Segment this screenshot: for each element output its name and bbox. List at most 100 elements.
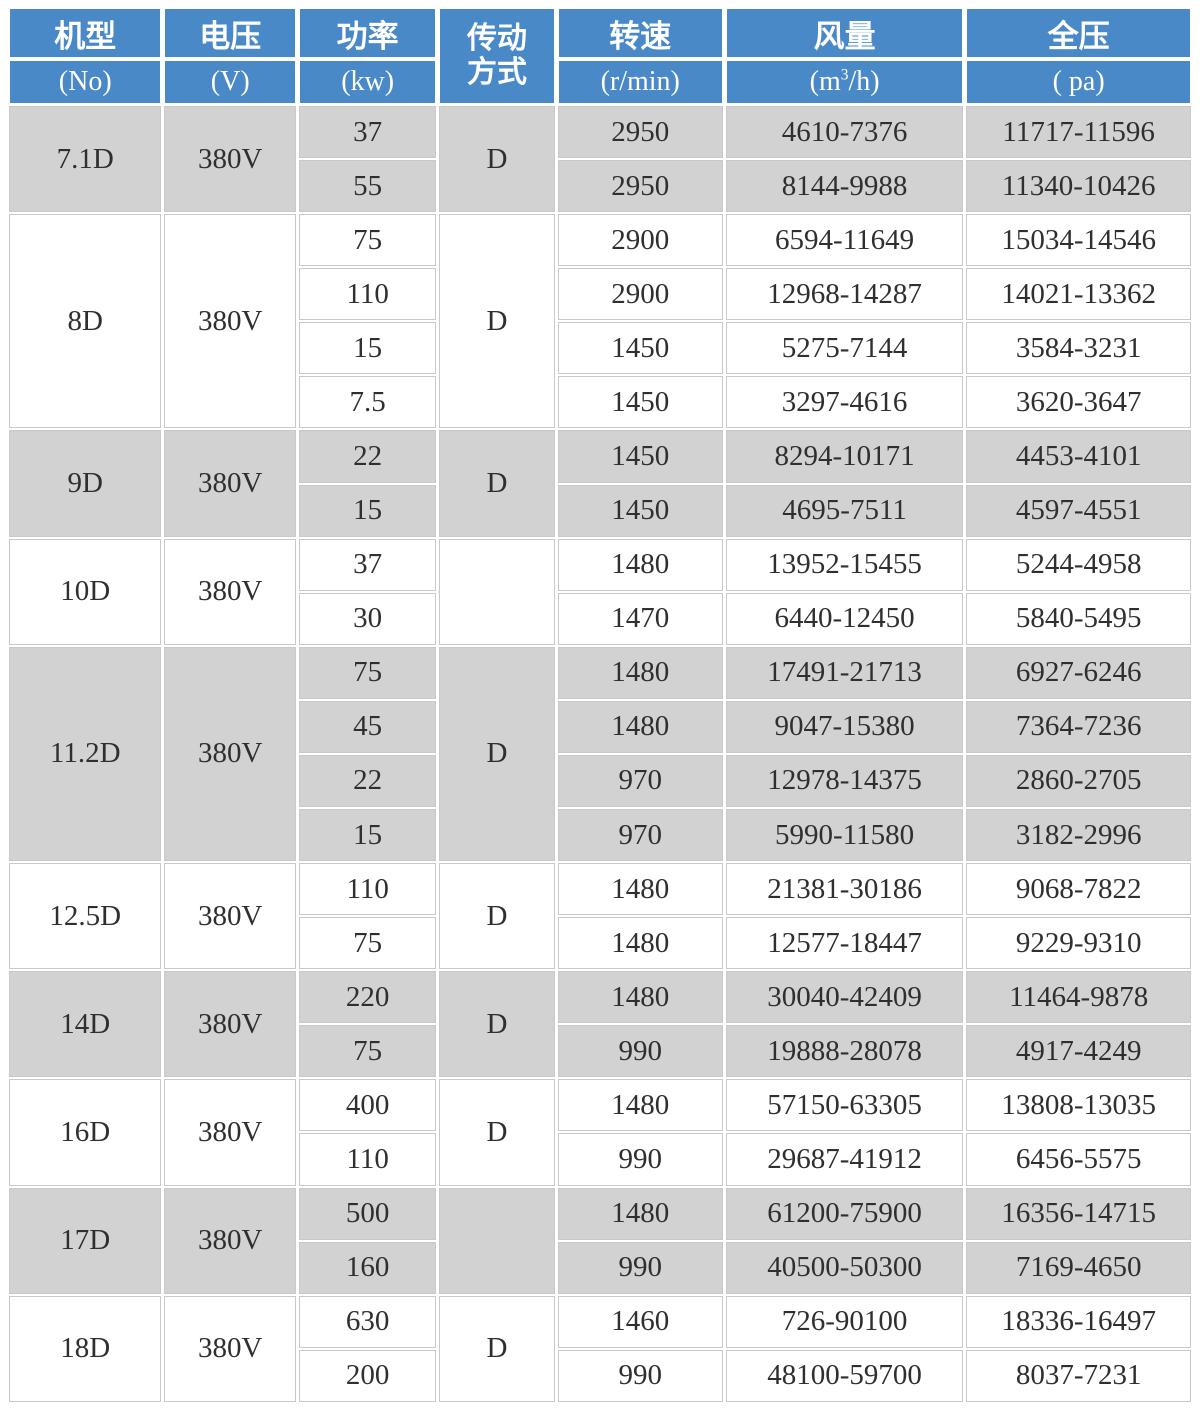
voltage-cell: 380V — [164, 538, 296, 645]
model-cell: 8D — [9, 214, 162, 429]
pressure-cell: 4597-4551 — [966, 484, 1191, 537]
header-speed-title: 转速 — [557, 8, 723, 58]
header-airflow-unit: (m3/h) — [725, 60, 964, 104]
airflow-cell: 40500-50300 — [725, 1241, 964, 1294]
header-power-unit: (kw) — [299, 60, 437, 104]
power-cell: 220 — [299, 971, 437, 1024]
header-title-row: 机型 电压 功率 传动 方式 转速 风量 全压 — [9, 8, 1191, 104]
speed-cell: 1450 — [557, 322, 723, 375]
speed-cell: 1450 — [557, 484, 723, 537]
header-unit-row: (No) (V) (kw) (r/min) (m3/h) ( pa) — [9, 60, 1191, 104]
airflow-cell: 12577-18447 — [725, 917, 964, 970]
pressure-cell: 2860-2705 — [966, 754, 1191, 808]
speed-cell: 1470 — [557, 592, 723, 645]
airflow-cell: 6440-12450 — [725, 592, 964, 645]
power-cell: 30 — [299, 592, 437, 645]
table-row: 45 1480 9047-15380 7364-7236 — [9, 700, 1191, 753]
speed-cell: 2950 — [557, 106, 723, 159]
airflow-cell: 8144-9988 — [725, 160, 964, 213]
pressure-cell: 11340-10426 — [966, 160, 1191, 213]
transmission-cell: D — [439, 1295, 555, 1402]
pressure-cell: 3620-3647 — [966, 376, 1191, 429]
transmission-cell — [439, 538, 555, 645]
power-cell: 630 — [299, 1295, 437, 1348]
transmission-cell: D — [439, 1079, 555, 1186]
table-row: 11.2D 380V 75 D 1480 17491-21713 6927-6246 — [9, 646, 1191, 862]
fan-spec-table: 机型 电压 功率 传动 方式 转速 风量 全压 (No) (V) (kw) (r… — [6, 6, 1194, 1404]
pressure-cell: 4917-4249 — [966, 1025, 1191, 1078]
airflow-cell: 8294-10171 — [725, 430, 964, 483]
power-cell: 75 — [299, 214, 437, 267]
power-cell: 75 — [299, 646, 437, 699]
airflow-cell: 4610-7376 — [725, 106, 964, 159]
power-cell: 45 — [299, 700, 437, 753]
airflow-cell: 12968-14287 — [725, 268, 964, 321]
voltage-cell: 380V — [164, 106, 296, 213]
model-cell: 7.1D — [9, 106, 162, 213]
table-row: 7.5 1450 3297-4616 3620-3647 — [9, 376, 1191, 429]
pressure-cell: 6927-6246 — [966, 646, 1191, 699]
airflow-unit-superscript: 3 — [840, 66, 849, 84]
voltage-cell: 380V — [164, 971, 296, 1078]
airflow-cell: 17491-21713 — [725, 646, 964, 699]
voltage-cell: 380V — [164, 1295, 296, 1402]
table-row: 10D 380V 37 1480 13952-15455 5244-4958 — [9, 538, 1191, 645]
pressure-cell: 6456-5575 — [966, 1133, 1191, 1186]
power-cell: 200 — [299, 1349, 437, 1402]
voltage-cell: 380V — [164, 1079, 296, 1186]
header-voltage-unit: (V) — [164, 60, 296, 104]
speed-cell: 1480 — [557, 971, 723, 1024]
power-cell: 37 — [299, 538, 437, 591]
pressure-cell: 5840-5495 — [966, 592, 1191, 645]
speed-cell: 990 — [557, 1349, 723, 1402]
table-header: 机型 电压 功率 传动 方式 转速 风量 全压 (No) (V) (kw) (r… — [9, 8, 1191, 104]
table-body: 7.1D 380V 37 D 2950 4610-7376 11717-11596 55 295… — [9, 106, 1191, 1402]
pressure-cell: 11464-9878 — [966, 971, 1191, 1024]
table-row: 75 1480 12577-18447 9229-9310 — [9, 917, 1191, 970]
model-cell: 18D — [9, 1295, 162, 1402]
table-row: 200 990 48100-59700 8037-7231 — [9, 1349, 1191, 1402]
table-row: 8D 380V 75 D 2900 6594-11649 15034-14546 — [9, 214, 1191, 429]
header-transmission-line1: 传动 — [466, 21, 527, 55]
table-row: 7.1D 380V 37 D 2950 4610-7376 11717-11596 — [9, 106, 1191, 213]
speed-cell: 1480 — [557, 646, 723, 699]
model-cell: 12.5D — [9, 863, 162, 970]
table-row: 110 990 29687-41912 6456-5575 — [9, 1133, 1191, 1186]
pressure-cell: 7169-4650 — [966, 1241, 1191, 1294]
voltage-cell: 380V — [164, 646, 296, 862]
speed-cell: 1480 — [557, 538, 723, 591]
table-row: 18D 380V 630 D 1460 726-90100 18336-16497 — [9, 1295, 1191, 1402]
model-cell: 17D — [9, 1187, 162, 1294]
airflow-unit-prefix: (m — [809, 66, 841, 97]
pressure-cell: 3182-2996 — [966, 809, 1191, 862]
table-row: 15 970 5990-11580 3182-2996 — [9, 809, 1191, 862]
table-row: 30 1470 6440-12450 5840-5495 — [9, 592, 1191, 645]
airflow-cell: 29687-41912 — [725, 1133, 964, 1186]
voltage-cell: 380V — [164, 430, 296, 537]
airflow-cell: 13952-15455 — [725, 538, 964, 591]
speed-cell: 990 — [557, 1241, 723, 1294]
speed-cell: 990 — [557, 1025, 723, 1078]
speed-cell: 2900 — [557, 268, 723, 321]
pressure-cell: 3584-3231 — [966, 322, 1191, 375]
header-power-title: 功率 — [299, 8, 437, 58]
pressure-cell: 18336-16497 — [966, 1295, 1191, 1348]
speed-cell: 1480 — [557, 1079, 723, 1132]
airflow-cell: 12978-14375 — [725, 754, 964, 808]
transmission-cell: D — [439, 863, 555, 970]
model-cell: 14D — [9, 971, 162, 1078]
power-cell: 110 — [299, 863, 437, 916]
airflow-cell: 21381-30186 — [725, 863, 964, 916]
table-row: 110 2900 12968-14287 14021-13362 — [9, 268, 1191, 321]
table-row: 75 990 19888-28078 4917-4249 — [9, 1025, 1191, 1078]
power-cell: 22 — [299, 754, 437, 808]
transmission-cell: D — [439, 106, 555, 213]
table-row: 12.5D 380V 110 D 1480 21381-30186 9068-7822 — [9, 863, 1191, 970]
pressure-cell: 4453-4101 — [966, 430, 1191, 483]
table-row: 14D 380V 220 D 1480 30040-42409 11464-9878 — [9, 971, 1191, 1078]
power-cell: 55 — [299, 160, 437, 213]
airflow-cell: 48100-59700 — [725, 1349, 964, 1402]
table-row: 15 1450 4695-7511 4597-4551 — [9, 484, 1191, 537]
header-transmission-line2: 方式 — [466, 56, 527, 89]
